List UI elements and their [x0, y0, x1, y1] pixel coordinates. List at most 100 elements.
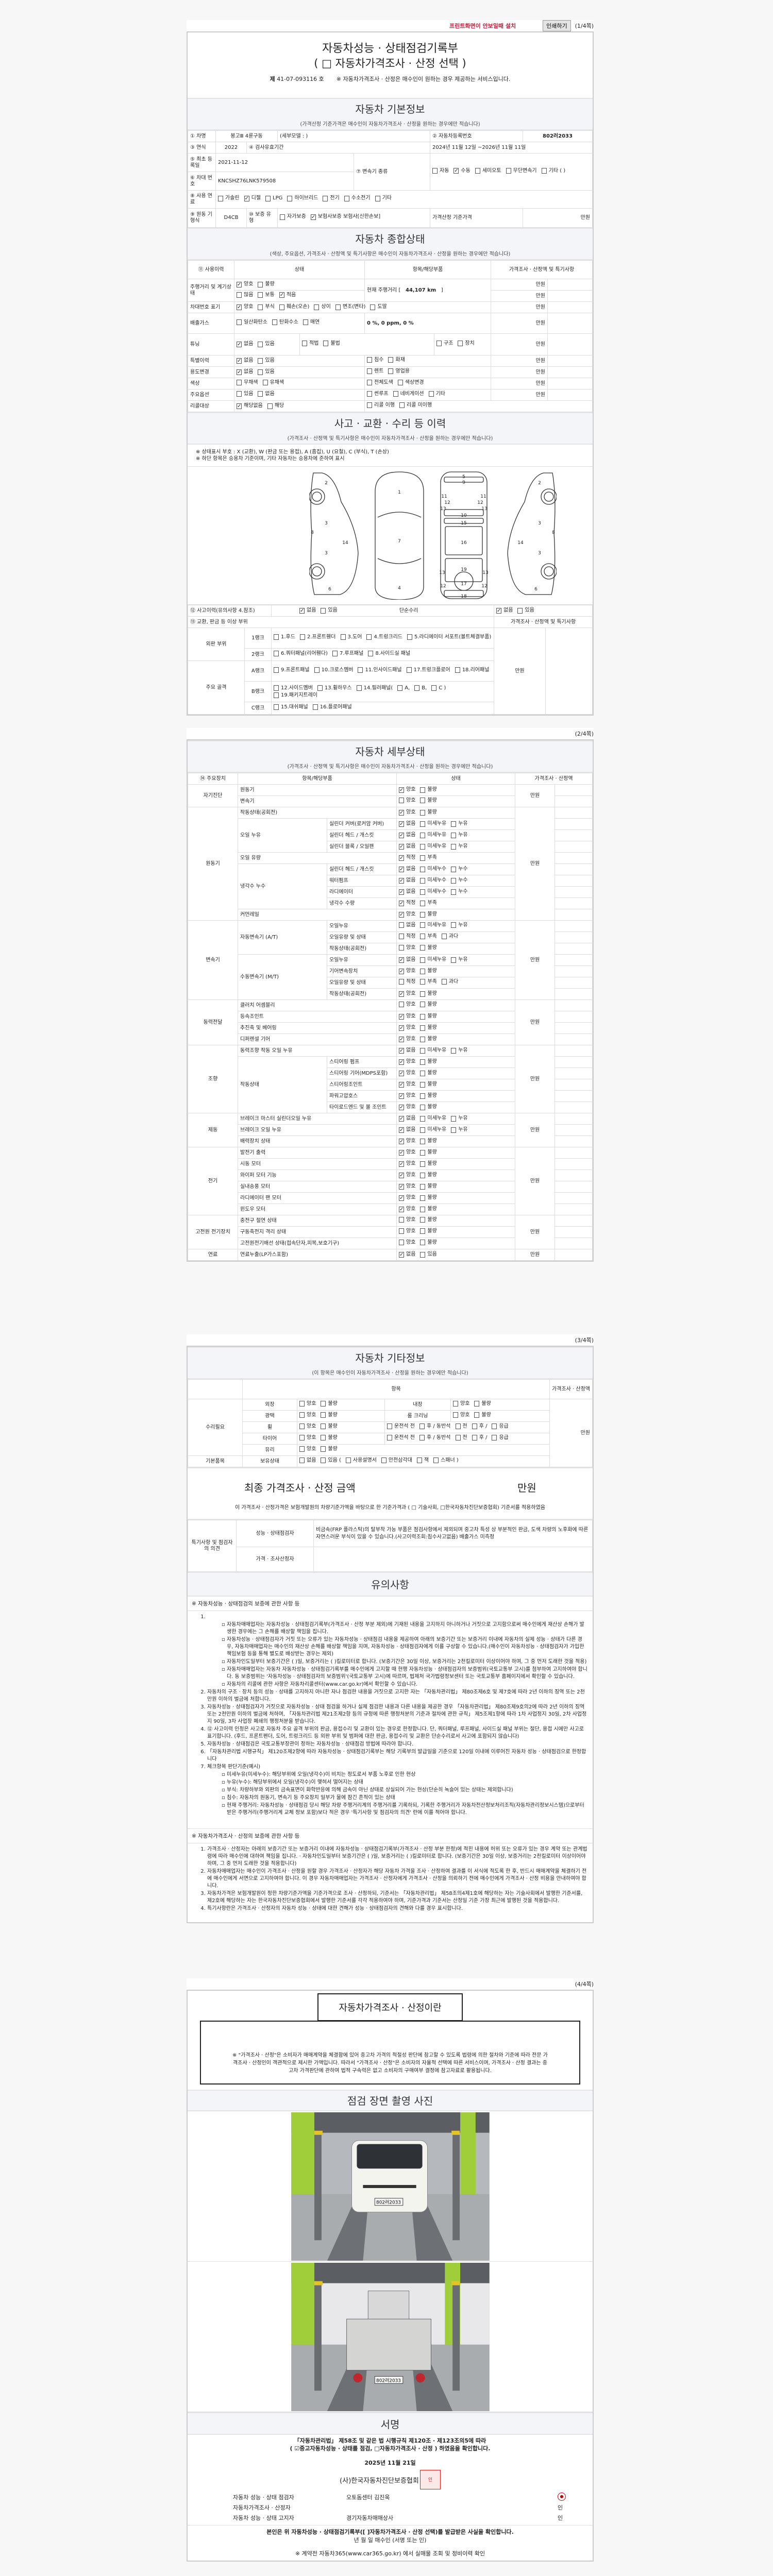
checkbox-option[interactable]: 누수 [451, 866, 468, 872]
checkbox-option[interactable]: 불량 [420, 991, 437, 997]
checkbox-option[interactable]: 누유 [451, 832, 468, 838]
checkbox-option[interactable]: ✓ 양호 [399, 1013, 415, 1020]
checkbox-option[interactable]: ✓ 양호 [399, 968, 415, 974]
checkbox-unchecked-icon[interactable] [420, 843, 426, 850]
checkbox-unchecked-icon[interactable] [420, 1036, 426, 1042]
checkbox-option[interactable]: 불량 [420, 1104, 437, 1110]
checkbox-option[interactable]: ✓ 양호 [237, 281, 253, 287]
checkbox-unchecked-icon[interactable] [475, 168, 480, 174]
checkbox-unchecked-icon[interactable] [381, 1458, 386, 1464]
checkbox-unchecked-icon[interactable] [262, 380, 268, 386]
checkbox-unchecked-icon[interactable] [299, 1446, 305, 1452]
checkbox-checked-icon[interactable]: ✓ [299, 607, 305, 614]
checkbox-option[interactable]: 13.휠하우스 [317, 685, 352, 691]
checkbox-option[interactable]: 미세누유 [420, 821, 446, 827]
checkbox-unchecked-icon[interactable] [420, 1127, 426, 1133]
checkbox-unchecked-icon[interactable] [420, 1093, 426, 1099]
checkbox-unchecked-icon[interactable] [420, 900, 426, 906]
checkbox-unchecked-icon[interactable] [451, 1115, 457, 1122]
checkbox-unchecked-icon[interactable] [451, 922, 457, 928]
checkbox-option[interactable]: ✓ 양호 [399, 911, 415, 918]
checkbox-unchecked-icon[interactable] [280, 214, 285, 220]
checkbox-option[interactable]: 후 / 동반석 [419, 1423, 451, 1430]
checkbox-option[interactable]: 양호 [453, 1401, 469, 1407]
checkbox-option[interactable]: 10.크로스멤버 [314, 667, 353, 673]
checkbox-checked-icon[interactable]: ✓ [399, 1127, 405, 1133]
checkbox-unchecked-icon[interactable] [314, 667, 320, 673]
checkbox-option[interactable]: 썬루프 [367, 391, 389, 397]
checkbox-unchecked-icon[interactable] [367, 368, 372, 375]
checkbox-option[interactable]: 적정 [399, 979, 415, 985]
checkbox-unchecked-icon[interactable] [420, 787, 426, 793]
checkbox-option[interactable]: ✓ 없음 [399, 1127, 415, 1133]
checkbox-unchecked-icon[interactable] [451, 1047, 457, 1054]
checkbox-checked-icon[interactable]: ✓ [399, 968, 405, 974]
checkbox-option[interactable]: 부족 [420, 855, 437, 861]
checkbox-checked-icon[interactable]: ✓ [399, 855, 405, 861]
checkbox-unchecked-icon[interactable] [455, 1423, 461, 1430]
checkbox-option[interactable]: ✓ 적음 [279, 292, 296, 298]
checkbox-option[interactable]: 불량 [420, 1025, 437, 1031]
checkbox-checked-icon[interactable]: ✓ [237, 341, 242, 347]
checkbox-unchecked-icon[interactable] [474, 1401, 480, 1407]
checkbox-unchecked-icon[interactable] [274, 667, 279, 673]
checkbox-unchecked-icon[interactable] [420, 1002, 426, 1008]
checkbox-unchecked-icon[interactable] [272, 319, 277, 326]
checkbox-option[interactable]: 전기 [323, 195, 340, 201]
checkbox-option[interactable]: 미세누유 [420, 922, 446, 928]
checkbox-option[interactable]: 1.후드 [274, 634, 295, 640]
checkbox-unchecked-icon[interactable] [472, 1435, 477, 1441]
checkbox-option[interactable]: 전 [455, 1423, 467, 1430]
checkbox-option[interactable]: 무채색 [237, 380, 258, 386]
checkbox-unchecked-icon[interactable] [451, 832, 457, 838]
checkbox-option[interactable]: 양호 [399, 1217, 415, 1223]
checkbox-option[interactable]: 양호 [399, 1228, 415, 1234]
checkbox-unchecked-icon[interactable] [420, 1240, 426, 1246]
checkbox-option[interactable]: 양호 [399, 945, 415, 951]
checkbox-unchecked-icon[interactable] [420, 877, 426, 884]
checkbox-option[interactable]: 자동 [432, 168, 449, 174]
checkbox-option[interactable]: 8.사이드실 패널 [368, 651, 410, 657]
checkbox-unchecked-icon[interactable] [492, 1435, 497, 1441]
checkbox-unchecked-icon[interactable] [367, 357, 372, 363]
checkbox-option[interactable]: A, [397, 685, 410, 691]
checkbox-unchecked-icon[interactable] [420, 1206, 426, 1212]
checkbox-option[interactable]: 스패너 ) [433, 1458, 459, 1464]
checkbox-unchecked-icon[interactable] [237, 292, 242, 298]
checkbox-option[interactable]: 있음 [237, 391, 253, 397]
checkbox-option[interactable]: 기타 ( ) [541, 168, 565, 174]
checkbox-option[interactable]: 리콜 미이행 [399, 402, 432, 409]
checkbox-checked-icon[interactable]: ✓ [399, 821, 405, 827]
checkbox-unchecked-icon[interactable] [258, 292, 263, 298]
checkbox-option[interactable]: 없음 [399, 922, 415, 928]
checkbox-unchecked-icon[interactable] [299, 1435, 305, 1441]
checkbox-unchecked-icon[interactable] [366, 634, 372, 640]
checkbox-option[interactable]: 탄화수소 [272, 319, 298, 326]
checkbox-unchecked-icon[interactable] [420, 1217, 426, 1223]
checkbox-unchecked-icon[interactable] [399, 934, 405, 940]
checkbox-unchecked-icon[interactable] [451, 877, 457, 884]
checkbox-checked-icon[interactable]: ✓ [310, 214, 316, 220]
checkbox-option[interactable]: ✓ 없음 [399, 1115, 415, 1122]
checkbox-option[interactable]: ✓ 적정 [399, 855, 415, 861]
checkbox-unchecked-icon[interactable] [367, 391, 372, 397]
checkbox-option[interactable]: 응급 [492, 1435, 509, 1441]
checkbox-unchecked-icon[interactable] [420, 1070, 426, 1076]
checkbox-option[interactable]: 19.패키지트레이 [274, 692, 317, 699]
checkbox-option[interactable]: 7.루프패널 [332, 651, 363, 657]
checkbox-unchecked-icon[interactable] [451, 821, 457, 827]
checkbox-unchecked-icon[interactable] [237, 391, 242, 397]
checkbox-option[interactable]: 운전석 전 [387, 1423, 415, 1430]
checkbox-option[interactable]: 불량 [321, 1412, 338, 1418]
checkbox-option[interactable]: 잭 [416, 1458, 429, 1464]
checkbox-checked-icon[interactable]: ✓ [399, 1059, 405, 1065]
checkbox-option[interactable]: 미세누유 [420, 1047, 446, 1054]
checkbox-unchecked-icon[interactable] [237, 319, 242, 326]
checkbox-checked-icon[interactable]: ✓ [399, 1138, 405, 1144]
checkbox-option[interactable]: ✓ 없음 [399, 821, 415, 827]
checkbox-option[interactable]: 매연 [303, 319, 320, 326]
checkbox-option[interactable]: ✓ 없음 [399, 832, 415, 838]
checkbox-option[interactable]: ✓ 디젤 [244, 195, 261, 201]
checkbox-option[interactable]: 불량 [420, 809, 437, 816]
checkbox-option[interactable]: 훼손(오손) [279, 304, 309, 310]
